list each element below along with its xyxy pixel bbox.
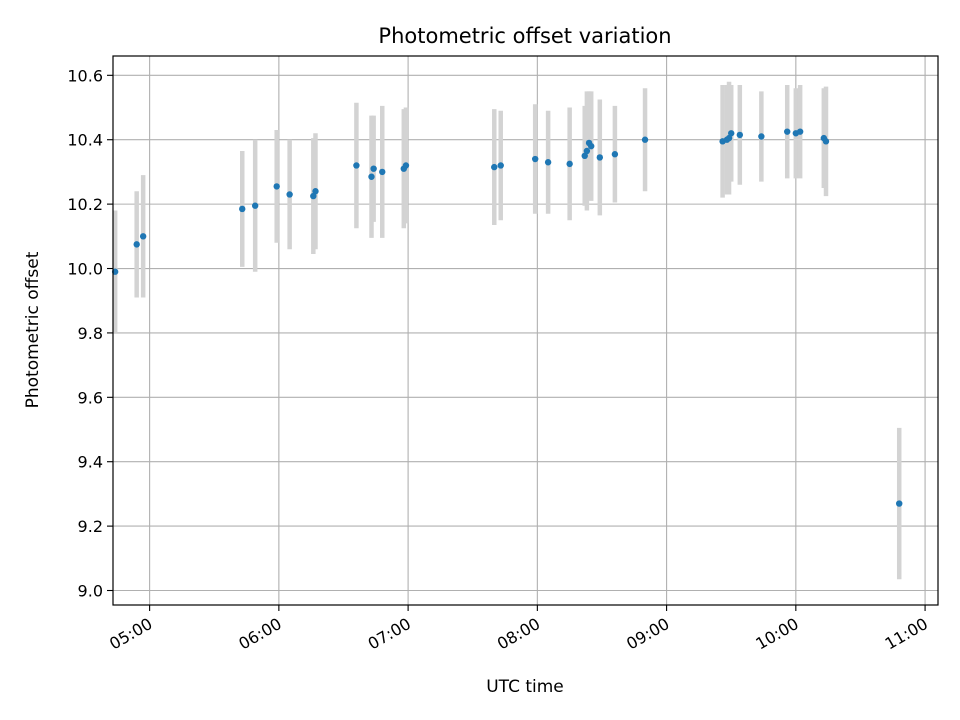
data-point xyxy=(497,162,504,169)
data-point xyxy=(784,128,791,135)
y-tick-label: 10.6 xyxy=(67,66,103,85)
y-tick-label: 10.0 xyxy=(67,260,103,279)
data-point xyxy=(822,138,830,145)
y-tick-label: 9.6 xyxy=(78,388,103,407)
data-point xyxy=(310,192,317,200)
data-point xyxy=(587,142,595,150)
data-points xyxy=(111,128,903,507)
data-point xyxy=(239,205,246,213)
data-point xyxy=(758,133,765,140)
y-tick-label: 9.2 xyxy=(78,517,103,536)
y-tick-label: 9.4 xyxy=(78,453,103,472)
data-point xyxy=(583,147,591,155)
chart-title: Photometric offset variation xyxy=(378,24,671,48)
x-axis-label: UTC time xyxy=(486,677,564,697)
data-point xyxy=(531,155,539,163)
data-point xyxy=(896,500,903,507)
data-point xyxy=(641,136,649,143)
data-point xyxy=(491,163,498,171)
data-point xyxy=(273,183,280,190)
plot-frame xyxy=(112,55,939,606)
y-tick-label: 10.4 xyxy=(67,131,103,150)
y-tick-label: 9.0 xyxy=(78,582,103,601)
data-point xyxy=(566,160,573,168)
data-point xyxy=(796,128,804,135)
data-point xyxy=(286,191,293,198)
data-point xyxy=(379,168,386,176)
data-point xyxy=(133,241,140,248)
y-axis-ticks: 9.0 9.2 9.4 9.6 9.8 10.0 10.2 10.4 10.6 xyxy=(67,66,113,601)
data-point xyxy=(368,173,375,180)
data-point xyxy=(402,162,410,169)
data-point xyxy=(139,233,147,240)
y-axis-label: Photometric offset xyxy=(23,251,43,408)
data-point xyxy=(370,165,377,172)
y-tick-label: 10.2 xyxy=(67,195,103,214)
y-tick-label: 9.8 xyxy=(78,324,103,343)
data-point xyxy=(725,134,733,142)
data-point xyxy=(728,130,735,137)
data-point xyxy=(312,188,319,195)
data-point xyxy=(581,152,588,160)
data-point xyxy=(736,131,744,139)
data-point xyxy=(544,159,552,166)
data-point xyxy=(251,202,259,209)
data-point xyxy=(596,154,604,161)
data-point xyxy=(611,151,619,158)
data-point xyxy=(353,162,360,169)
